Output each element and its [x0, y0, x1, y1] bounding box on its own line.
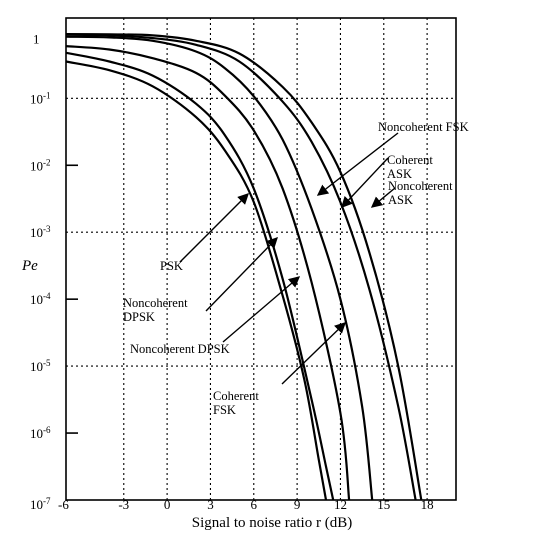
curves	[65, 33, 423, 501]
annotation-label-noncoherent-dpsk-2: Noncoherent DPSK	[130, 342, 230, 356]
y-tick-label: 1	[33, 31, 40, 46]
plot-border	[65, 17, 457, 501]
x-tick-label: 18	[421, 497, 434, 512]
y-tick-label: 10-3	[30, 224, 51, 240]
tick-labels: 1 10-1 10-2 10-3 10-4 10-5 10-6 10-7 -6 -3 0 3 6 9 12 1…	[30, 31, 434, 512]
annotation-arrow-noncoherent-fsk	[316, 132, 399, 196]
x-tick-label: 15	[377, 497, 390, 512]
x-tick-label: 12	[334, 497, 347, 512]
annotation-arrow-noncoherent-ask	[370, 187, 396, 208]
annotation-arrow-psk	[179, 193, 249, 263]
y-tick-label: 10-4	[30, 291, 51, 307]
y-tick-label: 10-6	[30, 425, 51, 441]
curve-noncoherent-fsk	[65, 35, 374, 501]
x-tick-label: 9	[294, 497, 301, 512]
annotation-label-coherent-ask: Coherent	[387, 153, 433, 167]
y-tick-label: 10-5	[30, 358, 51, 374]
curve-noncoherent-ask	[65, 33, 423, 501]
annotation-label-psk: PSK	[160, 259, 183, 273]
annotation-label-noncoherent-dpsk-1: DPSK	[123, 310, 155, 324]
x-tick-label: -6	[58, 497, 69, 512]
annotation-label-noncoherent-ask: Noncoherent	[388, 179, 453, 193]
y-tick-label: 10-7	[30, 496, 51, 512]
curve-coherent-fsk	[65, 45, 351, 501]
plot-frame	[65, 17, 457, 501]
curve-noncoherent-dpsk	[65, 51, 335, 501]
annotation-arrow-coherent-ask	[341, 157, 389, 209]
x-tick-label: 0	[164, 497, 171, 512]
y-tick-label: 10-1	[30, 90, 51, 106]
y-tick-label: 10-2	[30, 157, 51, 173]
annotations: Noncoherent FSKCoherentASKNoncoherentASK…	[123, 120, 469, 417]
x-axis-title: Signal to noise ratio r (dB)	[192, 515, 352, 531]
x-tick-label: -3	[118, 497, 129, 512]
annotation-label-noncoherent-ask: ASK	[388, 193, 413, 207]
annotation-arrow-noncoherent-dpsk-2	[222, 276, 301, 343]
annotation-label-coherent-ask: ASK	[387, 167, 412, 181]
curve-coherent-ask	[65, 33, 417, 501]
annotation-arrow-noncoherent-dpsk-1	[205, 236, 278, 312]
annotation-label-noncoherent-fsk: Noncoherent FSK	[378, 120, 469, 134]
curve-psk	[65, 60, 328, 501]
y-axis-title: Pe	[21, 258, 38, 274]
x-tick-label: 6	[251, 497, 258, 512]
annotation-label-noncoherent-dpsk-1: Noncoherent	[123, 296, 188, 310]
x-tick-label: 3	[207, 497, 214, 512]
annotation-label-coherent-fsk: Coherent	[213, 389, 259, 403]
annotation-label-coherent-fsk: FSK	[213, 403, 236, 417]
grid	[66, 18, 456, 500]
annotation-arrow-coherent-fsk	[281, 322, 347, 385]
